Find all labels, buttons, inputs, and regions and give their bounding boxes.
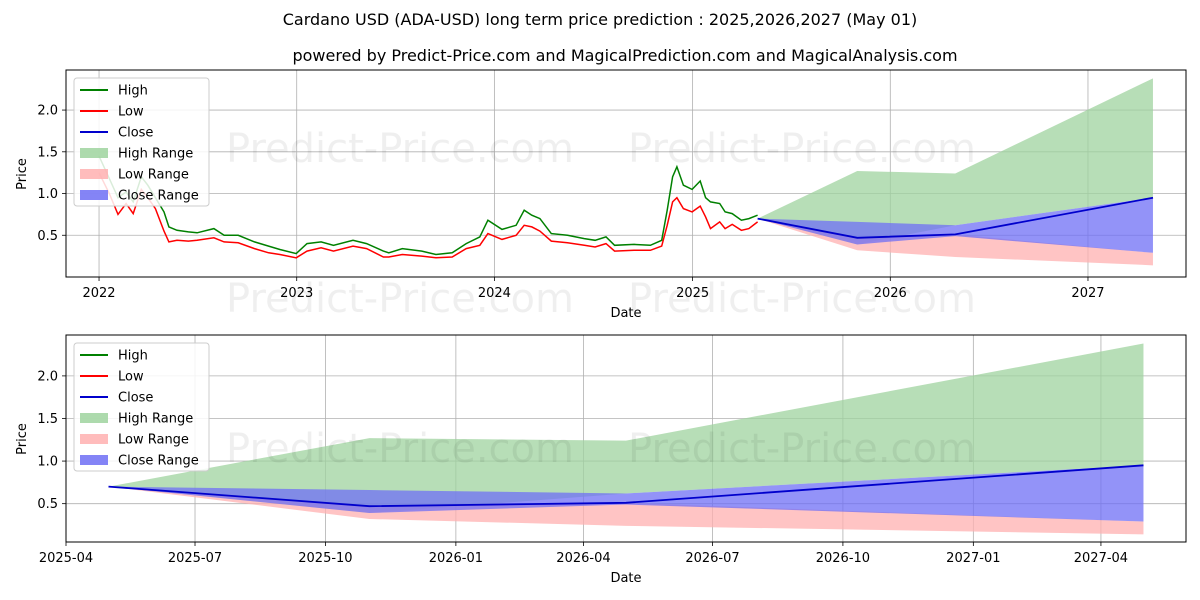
top-ticks: 2022 2023 2024 2025 2026 2027 0.5 1.0 1.5 2.0 (37, 104, 1104, 301)
chart-title: Cardano USD (ADA-USD) long term price pr… (283, 10, 918, 29)
x-tick-label: 2025-04 (39, 551, 93, 566)
high-range-band (108, 343, 1144, 514)
watermark: Predict-Price.com (226, 126, 574, 172)
bottom-forecast-bands (108, 343, 1144, 535)
x-tick-label: 2022 (82, 286, 115, 301)
legend-label: Low Range (118, 433, 189, 448)
x-tick-label: 2023 (280, 286, 313, 301)
x-tick-label: 2026-04 (556, 551, 610, 566)
x-tick-label: 2026 (874, 286, 907, 301)
y-tick-label: 2.0 (37, 104, 58, 119)
bottom-lines (108, 464, 1144, 508)
y-tick-label: 1.5 (37, 412, 58, 427)
close-range-band (757, 197, 1153, 253)
y-tick-label: 0.5 (37, 497, 58, 512)
y-tick-label: 0.5 (37, 229, 58, 244)
top-y-axis-label: Price (15, 158, 30, 190)
top-lines (98, 155, 1154, 259)
legend-label: Close Range (118, 454, 199, 469)
bottom-plot-frame (65, 334, 1187, 543)
x-tick-label: 2024 (478, 286, 511, 301)
watermark: Predict-Price.com (226, 276, 574, 322)
bottom-y-axis-label: Price (15, 423, 30, 455)
close-series-line (757, 196, 1154, 239)
legend-swatch (80, 169, 108, 179)
watermark: Predict-Price.com (226, 426, 574, 472)
top-forecast-bands (757, 78, 1153, 266)
close-series-line (108, 464, 1144, 508)
x-tick-label: 2025 (676, 286, 709, 301)
x-tick-label: 2026-10 (816, 551, 870, 566)
x-tick-label: 2027-04 (1074, 551, 1128, 566)
legend-swatch (80, 413, 108, 423)
legend-swatch (80, 455, 108, 465)
legend-label: High Range (118, 412, 193, 427)
legend-label: Close (118, 391, 153, 406)
bottom-ticks: 2025-04 2025-07 2025-10 2026-01 2026-04 2026-… (37, 369, 1128, 566)
watermark: Predict-Price.com (628, 126, 976, 172)
top-plot-frame (65, 69, 1187, 278)
legend-label: High (118, 349, 148, 364)
legend-label: Low (118, 370, 144, 385)
low-range-band (108, 486, 1144, 535)
bottom-panel: Predict-Price.com Predict-Price.com 2025… (15, 334, 1187, 586)
legend-label: Close Range (118, 189, 199, 204)
y-tick-label: 1.5 (37, 145, 58, 160)
legend-label: Low Range (118, 168, 189, 183)
watermark: Predict-Price.com (628, 426, 976, 472)
legend-swatch (80, 148, 108, 158)
top-legend: High Low Close High Range Low Range Close Ran… (73, 77, 210, 207)
high-series-line (98, 155, 758, 256)
legend-label: Low (118, 105, 144, 120)
bottom-legend: High Low Close High Range Low Range Close Ran… (73, 342, 210, 472)
legend-label: High (118, 84, 148, 99)
y-tick-label: 1.0 (37, 187, 58, 202)
low-range-band (757, 218, 1153, 266)
x-tick-label: 2026-07 (685, 551, 739, 566)
close-range-band (108, 465, 1144, 522)
top-panel: Predict-Price.com Predict-Price.com Pred… (15, 69, 1187, 322)
x-tick-label: 2025-07 (168, 551, 222, 566)
x-tick-label: 2027-01 (946, 551, 1000, 566)
low-series-line (98, 172, 759, 259)
y-tick-label: 2.0 (37, 369, 58, 384)
legend-swatch (80, 434, 108, 444)
high-range-band (757, 78, 1153, 245)
x-tick-label: 2027 (1071, 286, 1104, 301)
legend-label: Close (118, 126, 153, 141)
legend-label: High Range (118, 147, 193, 162)
bottom-x-axis-label: Date (610, 571, 641, 586)
x-tick-label: 2025-10 (298, 551, 352, 566)
top-x-axis-label: Date (610, 306, 641, 321)
legend-swatch (80, 190, 108, 200)
y-tick-label: 1.0 (37, 455, 58, 470)
chart-subtitle: powered by Predict-Price.com and Magical… (292, 46, 957, 65)
x-tick-label: 2026-01 (429, 551, 483, 566)
watermark: Predict-Price.com (628, 276, 976, 322)
